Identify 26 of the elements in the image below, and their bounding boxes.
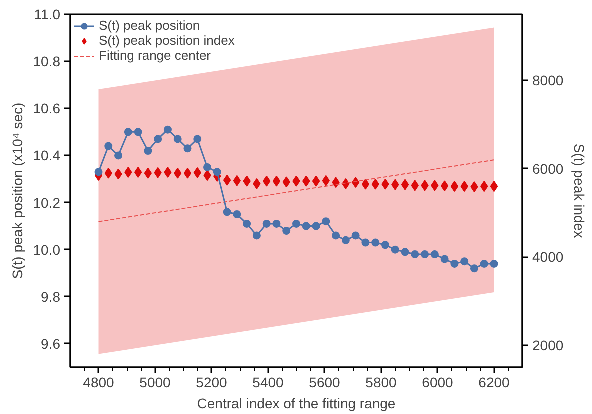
y2-tick-label: 2000 xyxy=(532,337,564,354)
y-tick-label: 11.0 xyxy=(34,6,61,22)
legend-label: Fitting range center xyxy=(99,48,212,63)
x-tick-label: 4800 xyxy=(83,374,115,390)
y-tick-label: 9.6 xyxy=(41,336,61,352)
y2-tick-label: 4000 xyxy=(532,249,564,266)
x-tick-label: 5200 xyxy=(196,374,228,390)
y-tick-label: 10.4 xyxy=(33,148,61,164)
x-tick-label: 5600 xyxy=(309,374,341,390)
x-axis-title: Central index of the fitting range xyxy=(197,396,396,412)
legend-label: S(t) peak position index xyxy=(99,33,235,48)
y-tick-label: 10.2 xyxy=(33,194,61,211)
y2-tick-label: 6000 xyxy=(532,160,564,177)
y-tick-label: 10.8 xyxy=(33,54,61,70)
x-tick-label: 5400 xyxy=(252,374,284,390)
y2-tick-label: 8000 xyxy=(532,72,564,89)
x-tick-label: 6000 xyxy=(422,374,454,390)
x-tick-label: 5000 xyxy=(140,374,172,390)
x-tick-label: 5800 xyxy=(366,374,398,390)
y-axis-title: S(t) peak position (x10⁴ sec) xyxy=(9,102,26,280)
legend-label: S(t) peak position xyxy=(99,18,200,33)
x-tick-label: 6200 xyxy=(478,374,510,390)
y-tick-label: 10.0 xyxy=(33,242,61,258)
y-tick-label: 10.6 xyxy=(33,100,61,117)
y-tick-label: 9.8 xyxy=(41,288,61,305)
y2-axis-title: S(t) peak index xyxy=(572,144,588,238)
